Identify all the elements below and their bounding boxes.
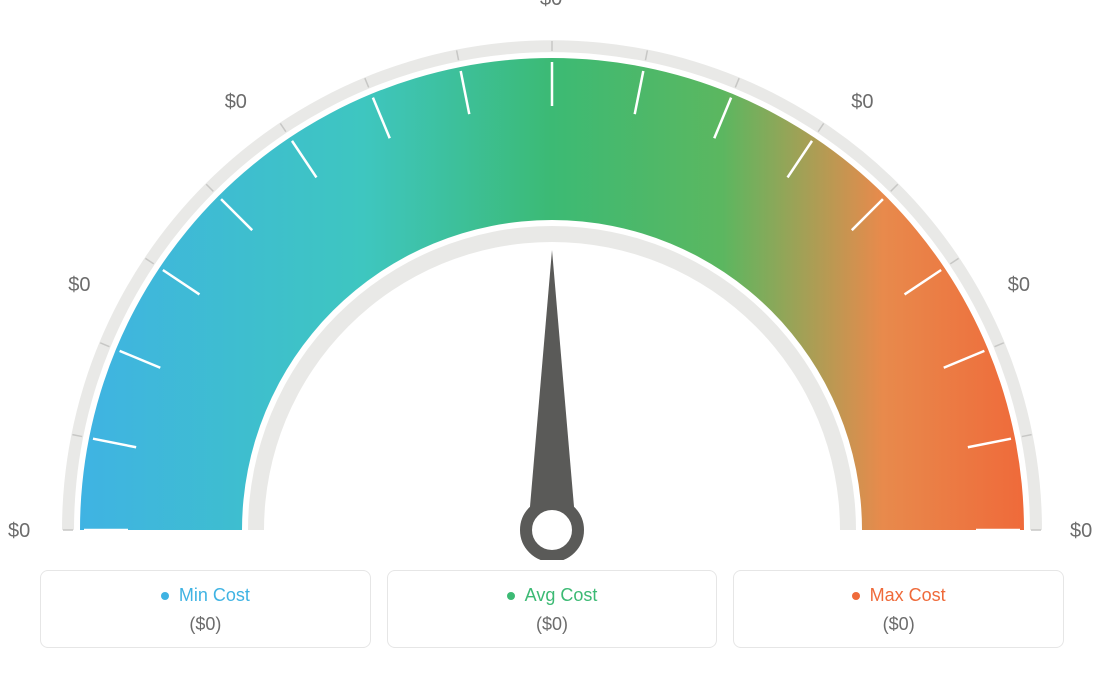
- legend-value-min: ($0): [61, 614, 350, 635]
- legend-label-avg: Avg Cost: [507, 585, 598, 606]
- gauge-scale-label: $0: [225, 91, 247, 114]
- gauge-scale-label: $0: [851, 91, 873, 114]
- legend-value-max: ($0): [754, 614, 1043, 635]
- legend-text-avg: Avg Cost: [525, 585, 598, 606]
- gauge-scale-label: $0: [68, 274, 90, 297]
- legend-text-max: Max Cost: [870, 585, 946, 606]
- legend-card-avg: Avg Cost ($0): [387, 570, 718, 648]
- legend-dot-avg: [507, 592, 515, 600]
- gauge-chart: $0 $0 $0 $0 $0 $0 $0: [0, 0, 1104, 560]
- gauge-scale-label: $0: [1070, 520, 1092, 543]
- legend-card-max: Max Cost ($0): [733, 570, 1064, 648]
- legend-dot-max: [852, 592, 860, 600]
- gauge-scale-label: $0: [1008, 274, 1030, 297]
- gauge-svg: [0, 0, 1104, 560]
- legend-text-min: Min Cost: [179, 585, 250, 606]
- legend-label-max: Max Cost: [852, 585, 946, 606]
- gauge-scale-label: $0: [8, 520, 30, 543]
- legend-row: Min Cost ($0) Avg Cost ($0) Max Cost ($0…: [0, 570, 1104, 648]
- legend-dot-min: [161, 592, 169, 600]
- legend-card-min: Min Cost ($0): [40, 570, 371, 648]
- legend-label-min: Min Cost: [161, 585, 250, 606]
- gauge-scale-label: $0: [540, 0, 562, 11]
- legend-value-avg: ($0): [408, 614, 697, 635]
